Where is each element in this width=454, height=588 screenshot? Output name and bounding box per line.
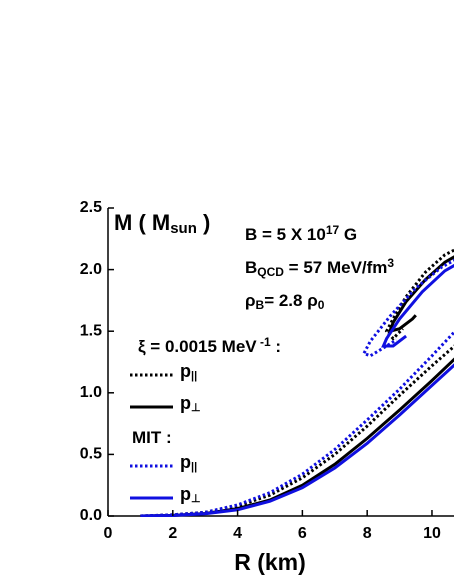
legend-label: p⊥ [180, 393, 201, 415]
annotation: B = 5 X 1017 G [245, 223, 357, 245]
text-part: QCD [257, 265, 284, 279]
text-part: ξ = 0.0015 MeV [138, 337, 257, 356]
series-line [140, 263, 454, 517]
text-part: p [180, 361, 191, 381]
x-tick-label: 6 [298, 525, 307, 542]
legend-title: ξ = 0.0015 MeV -1 : [138, 335, 281, 357]
text-part: -1 [257, 335, 271, 349]
text-part: 0 [318, 298, 325, 312]
text-part: M ( M [114, 210, 170, 235]
y-tick-label: 1.0 [80, 384, 102, 401]
x-tick-label: 2 [168, 525, 177, 542]
text-part: ρ [245, 291, 256, 310]
text-part: = 57 MeV/fm [284, 258, 387, 277]
y-tick-label: 0.0 [80, 507, 102, 524]
text-part: : [271, 337, 281, 356]
legend-title: MIT : [132, 428, 172, 447]
text-part: ⊥ [191, 402, 201, 414]
text-part: MIT : [132, 428, 172, 447]
text-part: 3 [387, 256, 394, 270]
text-part: ) [197, 210, 210, 235]
x-tick-label: 4 [233, 525, 242, 542]
x-tick-label: 8 [363, 525, 372, 542]
text-part: G [339, 225, 357, 244]
x-axis-label: R (km) [234, 549, 306, 575]
text-part: B [245, 258, 257, 277]
text-part: p [180, 484, 191, 504]
y-tick-label: 2.0 [80, 261, 102, 278]
plot-area [140, 248, 454, 517]
legend-label: p|| [180, 452, 197, 474]
legend-label: p|| [180, 361, 197, 383]
y-tick-label: 0.5 [80, 446, 102, 463]
annotation: ρB= 2.8 ρ0 [245, 291, 325, 312]
text-part: = 2.8 ρ [264, 291, 318, 310]
text-part: sun [170, 220, 197, 237]
series-line [140, 258, 454, 517]
text-part: B = 5 X 10 [245, 225, 326, 244]
y-tick-label: 1.5 [80, 322, 102, 339]
text-part: p [180, 452, 191, 472]
y-axis-label: M ( Msun ) [114, 210, 210, 237]
x-tick-label: 10 [423, 525, 441, 542]
annotation: BQCD = 57 MeV/fm3 [245, 256, 394, 280]
x-tick-label: 0 [104, 525, 113, 542]
text-part: p [180, 393, 191, 413]
text-part: ⊥ [191, 493, 201, 505]
y-tick-label: 2.5 [80, 199, 102, 216]
text-part: 17 [326, 223, 340, 237]
text-part: || [191, 461, 197, 473]
legend-label: p⊥ [180, 484, 201, 506]
text-part: B [256, 298, 265, 312]
text-part: || [191, 370, 197, 382]
